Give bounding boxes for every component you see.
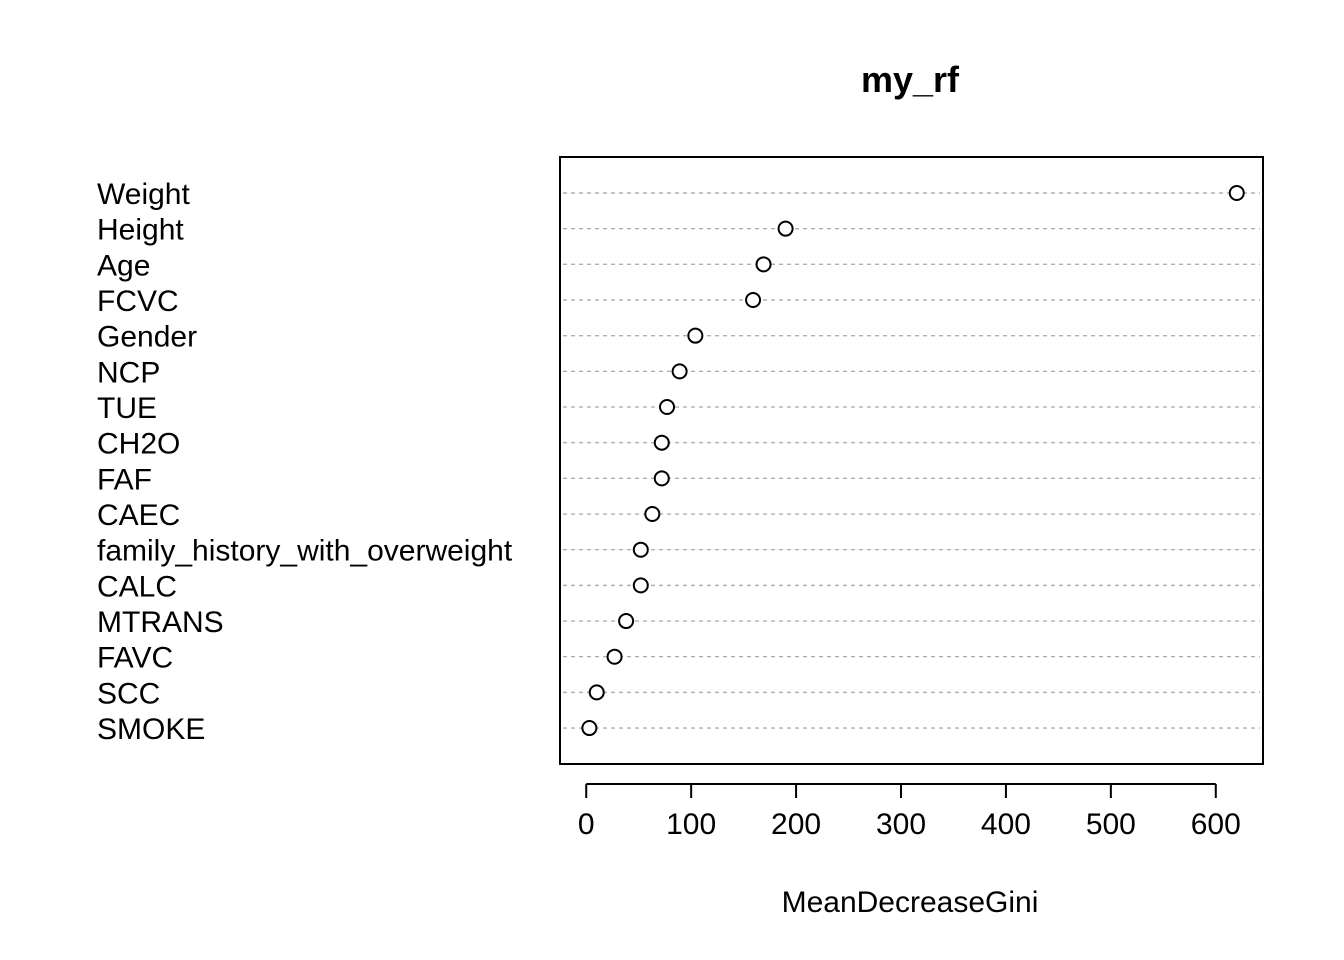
- chart-title: my_rf: [861, 59, 960, 100]
- variable-label: SMOKE: [97, 713, 205, 746]
- variable-label: MTRANS: [97, 606, 224, 639]
- variable-label: FAF: [97, 463, 152, 496]
- variable-label: FAVC: [97, 642, 173, 675]
- data-point: [644, 506, 661, 523]
- data-point: [1228, 185, 1245, 201]
- data-point: [653, 434, 670, 451]
- plot-frame: [559, 156, 1264, 765]
- variable-label: Age: [97, 249, 150, 282]
- variable-label: Gender: [97, 321, 197, 354]
- variable-labels: WeightHeightAgeFCVCGenderNCPTUECH2OFAFCA…: [97, 178, 513, 746]
- data-point: [632, 577, 649, 594]
- x-tick-label: 500: [1086, 808, 1136, 841]
- variable-label: NCP: [97, 356, 160, 389]
- variable-label: CALC: [97, 570, 177, 603]
- variable-label: FCVC: [97, 285, 179, 318]
- data-point: [632, 541, 649, 558]
- data-point: [755, 256, 772, 273]
- variable-label: SCC: [97, 677, 160, 710]
- variable-label: Height: [97, 214, 184, 247]
- x-tick-label: 400: [981, 808, 1031, 841]
- data-point: [581, 720, 598, 737]
- variable-label: family_history_with_overweight: [97, 535, 513, 568]
- grid-lines: [563, 192, 1260, 729]
- data-point: [659, 399, 676, 416]
- data-point: [606, 648, 623, 665]
- data-point: [618, 613, 635, 630]
- data-point: [687, 327, 704, 344]
- x-tick-label: 300: [876, 808, 926, 841]
- data-point: [745, 292, 762, 309]
- variable-label: CAEC: [97, 499, 180, 532]
- data-point: [671, 363, 688, 380]
- data-point: [777, 220, 794, 237]
- x-axis-label: MeanDecreaseGini: [782, 886, 1039, 919]
- data-point: [588, 684, 605, 701]
- x-tick-label: 600: [1191, 808, 1241, 841]
- x-tick-label: 100: [666, 808, 716, 841]
- variable-label: TUE: [97, 392, 157, 425]
- variable-label: Weight: [97, 178, 190, 211]
- data-point: [653, 470, 670, 487]
- x-tick-label: 0: [578, 808, 595, 841]
- x-axis: 0 100 200 300 400 500 600: [578, 783, 1241, 841]
- data-points: [581, 185, 1245, 737]
- x-tick-label: 200: [771, 808, 821, 841]
- variable-label: CH2O: [97, 428, 180, 461]
